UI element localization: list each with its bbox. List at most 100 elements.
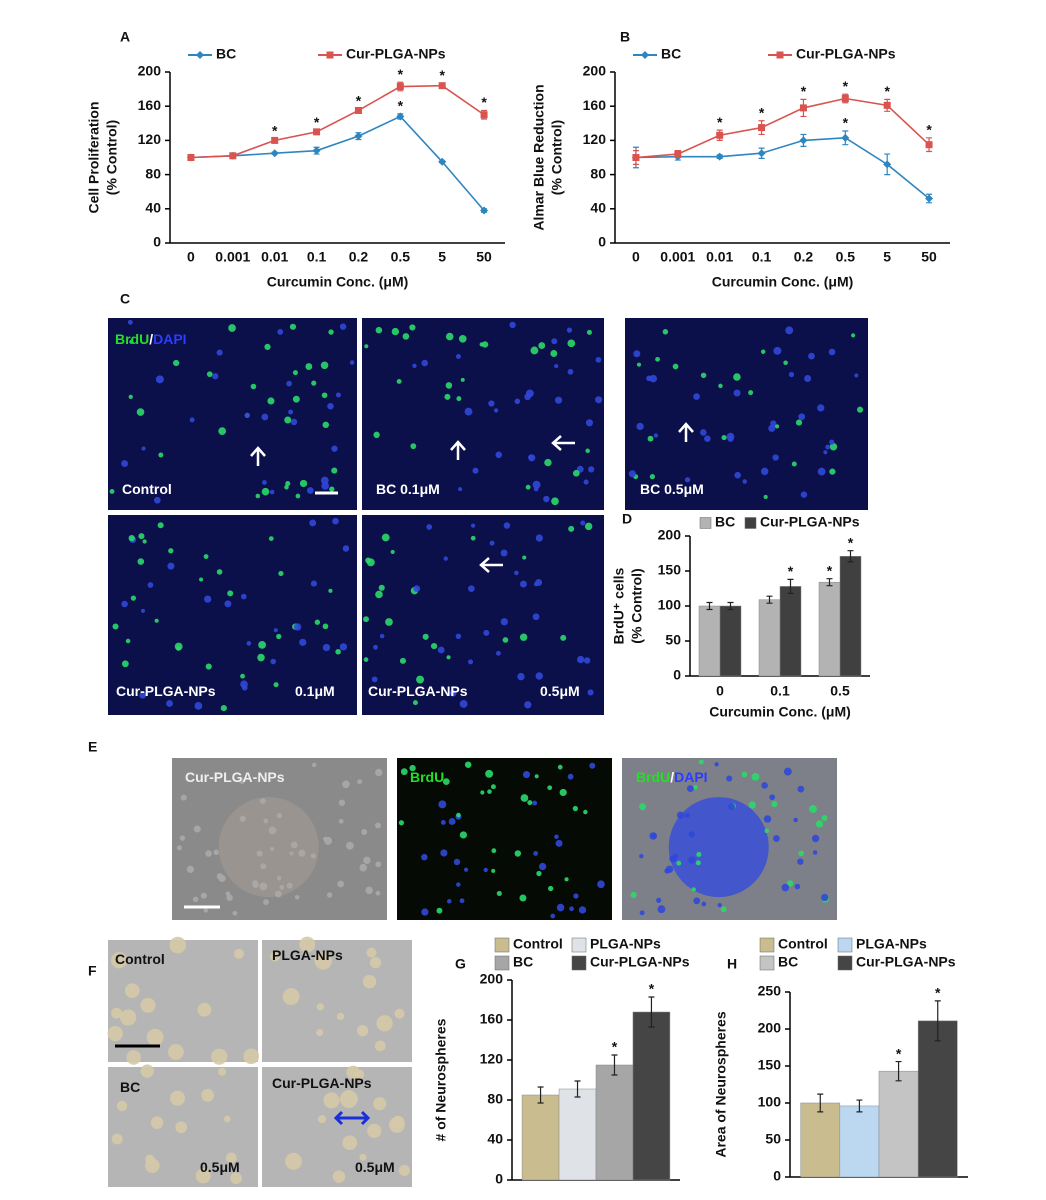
cell <box>320 476 329 485</box>
x-tick-label: 0.1 <box>752 249 772 265</box>
cell <box>273 682 279 688</box>
cell <box>695 860 701 866</box>
micrograph <box>108 940 258 1062</box>
cell <box>337 880 345 888</box>
significance-mark: * <box>481 94 487 110</box>
micrograph <box>108 318 357 510</box>
cell <box>809 804 817 813</box>
cell <box>259 882 268 891</box>
cell <box>314 952 332 970</box>
cell <box>459 831 468 839</box>
cell <box>445 382 453 389</box>
cell <box>481 341 489 348</box>
cell <box>278 570 284 577</box>
cell <box>519 633 528 641</box>
cell <box>292 395 300 403</box>
cell <box>396 378 402 384</box>
legend-swatch <box>699 517 712 529</box>
cell <box>309 519 317 527</box>
cell <box>797 858 804 865</box>
significance-mark: * <box>827 562 833 578</box>
cell <box>311 380 317 386</box>
cell <box>633 350 641 358</box>
cell <box>244 412 251 418</box>
significance-mark: * <box>896 1045 902 1061</box>
cell <box>240 680 248 689</box>
cell <box>649 474 655 480</box>
y-axis-label: Cell Proliferation <box>86 101 102 213</box>
bar <box>719 605 742 677</box>
cell <box>748 801 756 809</box>
micrograph <box>262 1067 412 1187</box>
cell <box>179 835 186 841</box>
cell <box>459 898 465 904</box>
marker <box>674 150 682 158</box>
cell <box>676 860 682 866</box>
cell <box>328 329 334 335</box>
cell <box>538 342 546 349</box>
y-axis-label: (% Control) <box>549 120 565 195</box>
error-bar <box>766 595 773 604</box>
cell <box>639 910 645 916</box>
cell <box>336 1012 345 1021</box>
cell <box>704 435 711 442</box>
series-line <box>190 115 485 212</box>
cell <box>416 675 425 684</box>
cell <box>285 1152 302 1170</box>
cell <box>438 800 447 809</box>
marker <box>187 154 195 161</box>
significance-mark: * <box>439 67 445 83</box>
y-tick-label: 50 <box>665 632 681 648</box>
image-label: Cur-PLGA-NPs <box>116 683 216 699</box>
cell <box>288 409 294 415</box>
cell <box>544 458 552 467</box>
y-tick-label: 160 <box>583 97 607 113</box>
bar <box>698 605 721 677</box>
cell <box>589 762 596 769</box>
x-tick-label: 0 <box>632 249 640 265</box>
cell <box>375 590 383 599</box>
cell <box>228 324 236 332</box>
cell <box>130 595 137 601</box>
cell <box>259 798 266 805</box>
cell <box>487 789 492 794</box>
cell <box>354 1069 365 1080</box>
marker <box>841 95 849 103</box>
cell <box>213 849 219 856</box>
label-part: DAPI <box>674 769 707 785</box>
x-tick-label: 0.5 <box>836 249 856 265</box>
label-part: PLGA-NPs <box>272 947 343 963</box>
error-bar <box>934 1000 941 1042</box>
panel-label: A <box>120 29 130 45</box>
label-part: BrdU <box>115 331 149 347</box>
cell <box>139 691 147 699</box>
cell <box>256 850 263 857</box>
x-tick-label: 0.1 <box>307 249 327 265</box>
legend-label: BC <box>715 514 735 530</box>
cell <box>173 359 180 367</box>
cell <box>554 363 559 369</box>
cell <box>576 655 585 664</box>
cell <box>468 659 474 665</box>
cell <box>525 484 531 490</box>
cell <box>543 495 550 503</box>
cell <box>157 522 164 529</box>
legend-label: Control <box>778 936 828 952</box>
bar <box>779 586 802 677</box>
cell <box>721 435 727 441</box>
cell <box>783 360 788 366</box>
cell <box>583 657 591 664</box>
cell <box>533 486 539 492</box>
cell <box>224 1115 231 1123</box>
cell <box>798 413 806 421</box>
cell <box>286 380 292 387</box>
label-part: Cur-PLGA-NPs <box>116 683 216 699</box>
cell <box>155 375 164 384</box>
y-axis-label: (% Control) <box>629 568 645 643</box>
cell <box>823 450 828 455</box>
image-label: 0.1μM <box>295 683 335 699</box>
cell <box>538 862 547 871</box>
label-part: BC 0.1μM <box>376 481 440 497</box>
cell <box>688 856 696 864</box>
y-tick-label: 200 <box>658 527 682 543</box>
